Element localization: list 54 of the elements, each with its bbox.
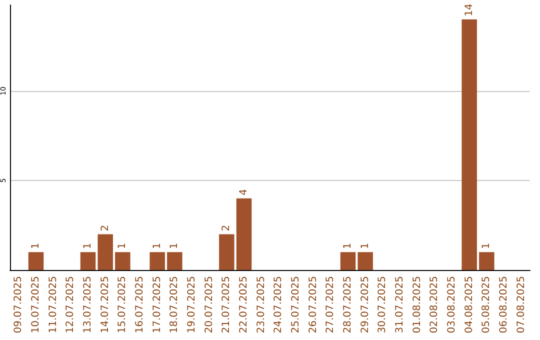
- x-tick-label: 12.07.2025: [65, 276, 76, 334]
- data-label: 14: [464, 4, 475, 16]
- x-tick-label: 23.07.2025: [256, 276, 267, 334]
- x-tick-label: 10.07.2025: [30, 276, 42, 334]
- x-tick-label: 20.07.2025: [204, 276, 215, 334]
- data-label: 1: [360, 242, 371, 250]
- bar: [115, 252, 130, 270]
- bar: [80, 252, 96, 270]
- bar: [236, 198, 252, 270]
- x-tick-label: 27.07.2025: [325, 276, 336, 334]
- bar: [28, 252, 44, 270]
- x-tick-label: 26.07.2025: [308, 276, 319, 334]
- x-tick-label: 30.07.2025: [377, 276, 388, 334]
- bar: [167, 252, 182, 270]
- data-label: 1: [152, 242, 163, 250]
- data-label: 1: [481, 242, 492, 250]
- data-label: 4: [238, 189, 250, 196]
- x-tick-label: 09.07.2025: [13, 276, 24, 334]
- data-label: 1: [342, 242, 354, 250]
- x-tick-label: 28.07.2025: [342, 276, 354, 334]
- x-tick-label: 05.08.2025: [481, 276, 492, 334]
- x-tick-label: 02.08.2025: [429, 276, 440, 334]
- bar: [340, 252, 356, 270]
- x-tick-label: 29.07.2025: [360, 276, 371, 334]
- bar: [98, 234, 113, 270]
- data-label: 1: [117, 242, 128, 250]
- bar: [479, 252, 494, 270]
- x-tick-label: 07.08.2025: [516, 276, 527, 334]
- x-tick-label: 22.07.2025: [238, 276, 250, 334]
- data-label: 1: [82, 242, 94, 250]
- data-label: 1: [169, 242, 180, 250]
- x-tick-label: 21.07.2025: [221, 276, 232, 334]
- x-tick-label: 16.07.2025: [134, 276, 146, 334]
- x-tick-label: 14.07.2025: [100, 276, 111, 334]
- x-tick-label: 24.07.2025: [273, 276, 284, 334]
- x-tick-label: 17.07.2025: [152, 276, 163, 334]
- x-tick-label: 13.07.2025: [82, 276, 94, 334]
- data-label: 1: [30, 242, 42, 250]
- x-tick-label: 03.08.2025: [446, 276, 458, 334]
- bar: [462, 19, 477, 270]
- bar: [219, 234, 234, 270]
- x-tick-label: 06.08.2025: [498, 276, 510, 334]
- x-tick-label: 04.08.2025: [464, 276, 475, 334]
- bar: [358, 252, 373, 270]
- data-label: 2: [221, 224, 232, 232]
- x-tick-label: 18.07.2025: [169, 276, 180, 334]
- x-tick-label: 01.08.2025: [412, 276, 423, 334]
- x-tick-label: 19.07.2025: [186, 276, 198, 334]
- x-tick-label: 15.07.2025: [117, 276, 128, 334]
- x-tick-label: 31.07.2025: [394, 276, 406, 334]
- x-tick-label: 11.07.2025: [48, 276, 59, 334]
- x-tick-label: 25.07.2025: [290, 276, 302, 334]
- data-label: 2: [100, 224, 111, 232]
- bar: [150, 252, 165, 270]
